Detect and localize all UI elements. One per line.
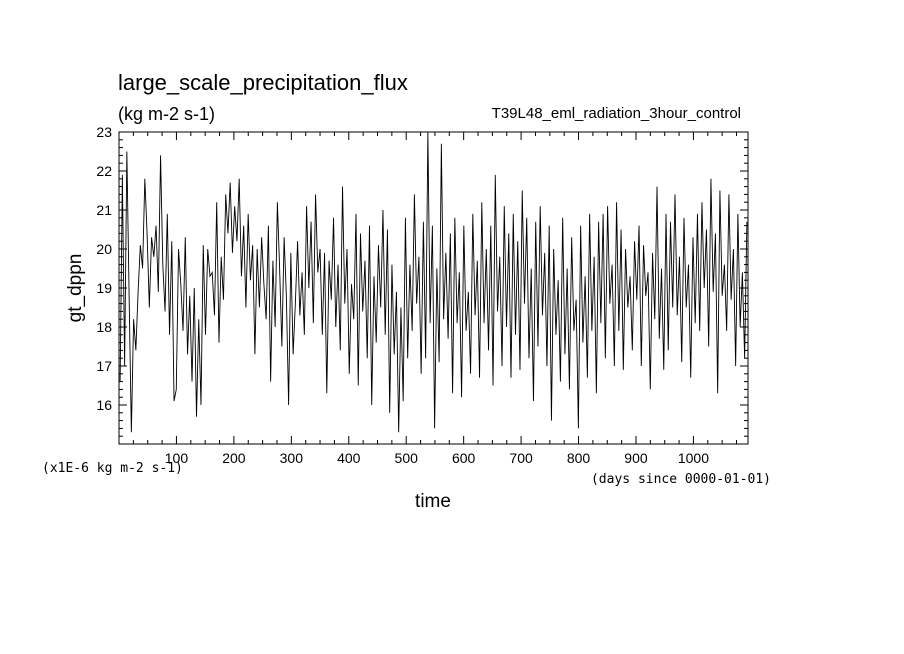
y-tick-label: 20 bbox=[96, 241, 112, 257]
y-axis-label: gt_dppn bbox=[65, 254, 86, 323]
x-tick-label: 400 bbox=[337, 450, 361, 466]
x-axis-ticks: 100 200 300 400 500 600 700 800 900 1000 bbox=[132, 132, 738, 466]
x-axis-label: time bbox=[415, 491, 451, 512]
y-tick-label: 23 bbox=[96, 124, 112, 140]
chart-title: large_scale_precipitation_flux bbox=[118, 70, 408, 95]
y-axis-ticks: 16 17 18 19 20 21 22 23 bbox=[96, 124, 748, 437]
x-tick-label: 900 bbox=[624, 450, 648, 466]
x-tick-label: 100 bbox=[165, 450, 189, 466]
y-tick-label: 17 bbox=[96, 358, 112, 374]
x-tick-label: 1000 bbox=[678, 450, 709, 466]
plot-frame bbox=[118, 131, 749, 445]
y-tick-label: 19 bbox=[96, 280, 112, 296]
x-tick-label: 800 bbox=[567, 450, 591, 466]
y-axis-units: (x1E-6 kg m-2 s-1) bbox=[42, 461, 183, 476]
chart-subtitle-units: (kg m-2 s-1) bbox=[118, 104, 215, 124]
x-tick-label: 700 bbox=[509, 450, 533, 466]
y-tick-label: 18 bbox=[96, 319, 112, 335]
x-tick-label: 500 bbox=[395, 450, 419, 466]
series-line-0 bbox=[119, 131, 748, 433]
y-tick-label: 21 bbox=[96, 202, 112, 218]
x-tick-label: 300 bbox=[280, 450, 304, 466]
x-tick-label: 600 bbox=[452, 450, 476, 466]
run-label: T39L48_eml_radiation_3hour_control bbox=[492, 105, 741, 122]
series-line-layer bbox=[119, 131, 748, 433]
y-tick-label: 16 bbox=[96, 397, 112, 413]
y-tick-label: 22 bbox=[96, 163, 112, 179]
x-tick-label: 200 bbox=[222, 450, 246, 466]
x-axis-units: (days since 0000-01-01) bbox=[591, 472, 771, 487]
